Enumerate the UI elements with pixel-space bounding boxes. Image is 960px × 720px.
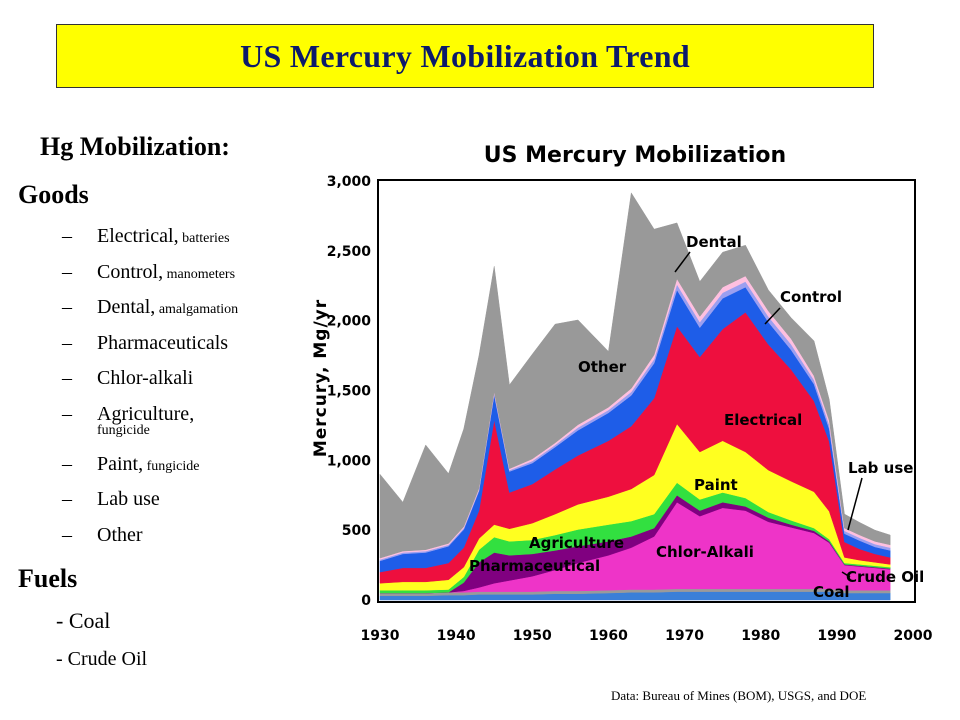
y-tick-label: 1,500 — [327, 384, 372, 400]
annotation-electrical: Electrical — [724, 411, 802, 429]
y-axis-label: Mercury, Mg/yr — [311, 299, 331, 457]
goods-item: – Dental, amalgamation — [62, 296, 239, 318]
goods-item-note: batteries — [178, 231, 230, 246]
goods-item: – Other — [62, 523, 143, 546]
annotation-group: Dental Control Other Electrical Lab use Paint… — [469, 233, 924, 601]
goods-item: – Control, manometers — [62, 260, 236, 283]
annotation-paint: Paint — [694, 476, 738, 494]
y-tick-label: 3,000 — [327, 174, 372, 190]
annotation-leader-line — [841, 571, 851, 578]
goods-list: – Electrical, batteries – Control, manomet… — [62, 224, 312, 558]
chart-title: US Mercury Mobilization — [484, 143, 786, 168]
goods-item-label: Pharmaceuticals — [97, 331, 229, 354]
fuel-item-coal: - Coal — [56, 608, 111, 633]
annotation-leader-line — [847, 477, 863, 531]
goods-item-label: Electrical, — [97, 225, 179, 247]
area-series-group — [379, 192, 891, 601]
data-source-note: Data: Bureau of Mines (BOM), USGS, and D… — [611, 688, 867, 703]
fuels-heading: Fuels — [18, 564, 78, 593]
goods-item: – Paint, fungicide — [62, 452, 200, 475]
fuel-item-crude-oil: - Crude Oil — [56, 648, 148, 670]
x-tick-label: 1960 — [589, 628, 628, 644]
annotation-pharmaceutical: Pharmaceutical — [469, 557, 600, 575]
goods-item-note: manometers — [163, 266, 236, 282]
annotation-agriculture: Agriculture — [529, 534, 624, 552]
annotation-other: Other — [578, 358, 627, 376]
area-other — [379, 192, 891, 559]
goods-item: – Pharmaceuticals — [62, 331, 229, 354]
annotation-dental: Dental — [686, 233, 742, 251]
annotation-control: Control — [780, 288, 842, 306]
goods-item-label: Other — [97, 523, 143, 546]
goods-item-note: amalgamation — [155, 302, 239, 317]
hg-mobilization-heading: Hg Mobilization: — [40, 132, 230, 161]
x-tick-labels: 1930 1940 1950 1960 1970 1980 1990 2000 — [361, 628, 933, 644]
plot-frame — [377, 179, 916, 603]
y-tick-label: 0 — [361, 593, 371, 609]
y-tick-labels: 0 500 1,000 1,500 2,000 2,500 3,000 — [327, 174, 372, 609]
slide-title: US Mercury Mobilization Trend — [240, 37, 690, 74]
goods-item: – Electrical, batteries — [62, 225, 230, 247]
annotation-coal: Coal — [813, 583, 850, 601]
x-tick-label: 1950 — [513, 628, 552, 644]
goods-item: – Lab use — [62, 488, 160, 510]
y-tick-label: 1,000 — [327, 453, 372, 469]
goods-item: – Chlor-alkali — [62, 367, 194, 389]
goods-item-label: Control, — [97, 260, 164, 283]
goods-item-label: Paint, — [97, 452, 144, 475]
goods-item-label: Agriculture, — [97, 402, 195, 425]
goods-item: – Agriculture, fungicide — [62, 402, 312, 452]
goods-heading: Goods — [18, 180, 89, 209]
x-tick-label: 2000 — [894, 628, 933, 644]
goods-item-label: Lab use — [97, 488, 160, 510]
x-tick-label: 1940 — [437, 628, 476, 644]
x-tick-label: 1970 — [665, 628, 704, 644]
goods-item-label: Chlor-alkali — [97, 367, 194, 389]
y-tick-label: 2,500 — [327, 244, 372, 260]
annotation-lab-use: Lab use — [848, 459, 913, 477]
x-tick-label: 1990 — [817, 628, 856, 644]
x-tick-label: 1980 — [741, 628, 780, 644]
annotation-crude-oil: Crude Oil — [846, 568, 924, 586]
y-tick-label: 2,000 — [327, 314, 372, 330]
annotation-chlor-alkali: Chlor-Alkali — [656, 543, 754, 561]
goods-item-label: Dental, — [97, 296, 156, 318]
goods-item-note: fungicide — [97, 422, 150, 438]
goods-item-note: fungicide — [143, 458, 200, 474]
x-tick-label: 1930 — [361, 628, 400, 644]
annotation-leader-line — [764, 307, 781, 325]
slide-title-banner: US Mercury Mobilization Trend — [56, 24, 874, 88]
y-tick-label: 500 — [342, 523, 371, 539]
annotation-leader-line — [674, 251, 691, 273]
